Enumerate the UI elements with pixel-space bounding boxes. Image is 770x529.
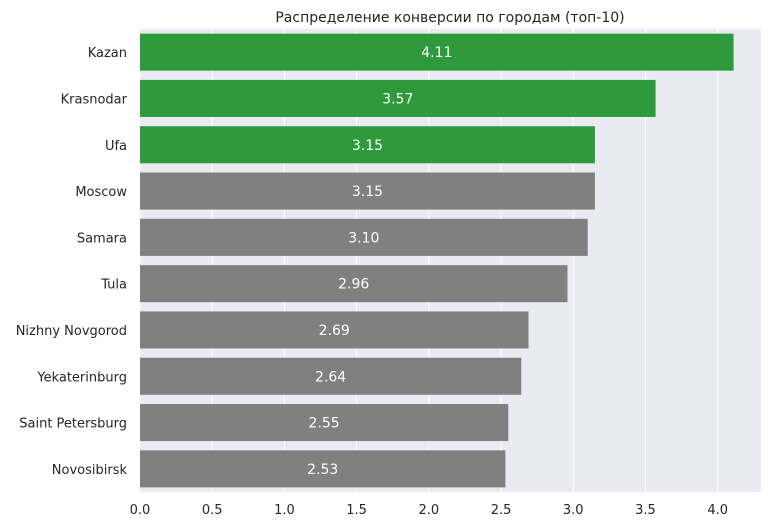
y-tick-label: Kazan [88,46,127,61]
bars: 4.11 3.57 3.15 3.15 3.10 2.96 2.69 2.64 2.55 2.53 [140,33,734,488]
y-tick-label: Moscow [75,185,127,200]
y-tick-label: Novosibirsk [52,463,128,478]
y-tick-label: Yekaterinburg [36,370,127,385]
bar-ufa [140,126,595,164]
y-tick-label: Ufa [105,139,127,154]
bar-value-label: 2.64 [315,369,346,385]
x-tick-label: 0.5 [202,503,223,518]
x-tick-label: 2.5 [491,503,512,518]
x-tick-label: 0.0 [130,503,151,518]
bar-value-label: 3.10 [348,230,379,246]
bar-value-label: 2.69 [319,323,350,339]
y-tick-label: Samara [77,231,127,246]
bar-value-label: 2.53 [307,462,338,478]
y-tick-label: Nizhny Novgorod [16,324,127,339]
bar-yekaterinburg [140,357,522,395]
bar-samara [140,218,588,256]
y-tick-label: Saint Petersburg [19,417,127,432]
x-tick-label: 2.0 [418,503,439,518]
bar-value-label: 2.55 [309,416,340,432]
bar-value-label: 3.57 [382,91,413,107]
bar-moscow [140,172,595,210]
chart-title: Распределение конверсии по городам (топ-… [275,10,624,26]
y-tick-label: Tula [100,278,127,293]
bar-value-label: 3.15 [352,138,383,154]
bar-tula [140,265,568,303]
x-tick-label: 1.0 [274,503,295,518]
bar-novosibirsk [140,450,506,488]
bar-value-label: 3.15 [352,184,383,200]
x-tick-label: 3.0 [563,503,584,518]
bar-krasnodar [140,79,656,117]
x-tick-label: 1.5 [346,503,367,518]
y-tick-labels: Kazan Krasnodar Ufa Moscow Samara Tula Nizhny … [16,46,128,478]
x-tick-label: 4.0 [707,503,728,518]
bar-value-label: 2.96 [338,277,369,293]
y-tick-label: Krasnodar [61,92,128,107]
x-tick-labels: 0.0 0.5 1.0 1.5 2.0 2.5 3.0 3.5 4.0 [130,503,728,518]
bar-saint-petersburg [140,404,509,442]
bar-value-label: 4.11 [421,45,452,61]
bar-nizhny-novgorod [140,311,529,349]
bar-kazan [140,33,734,71]
x-tick-label: 3.5 [635,503,656,518]
